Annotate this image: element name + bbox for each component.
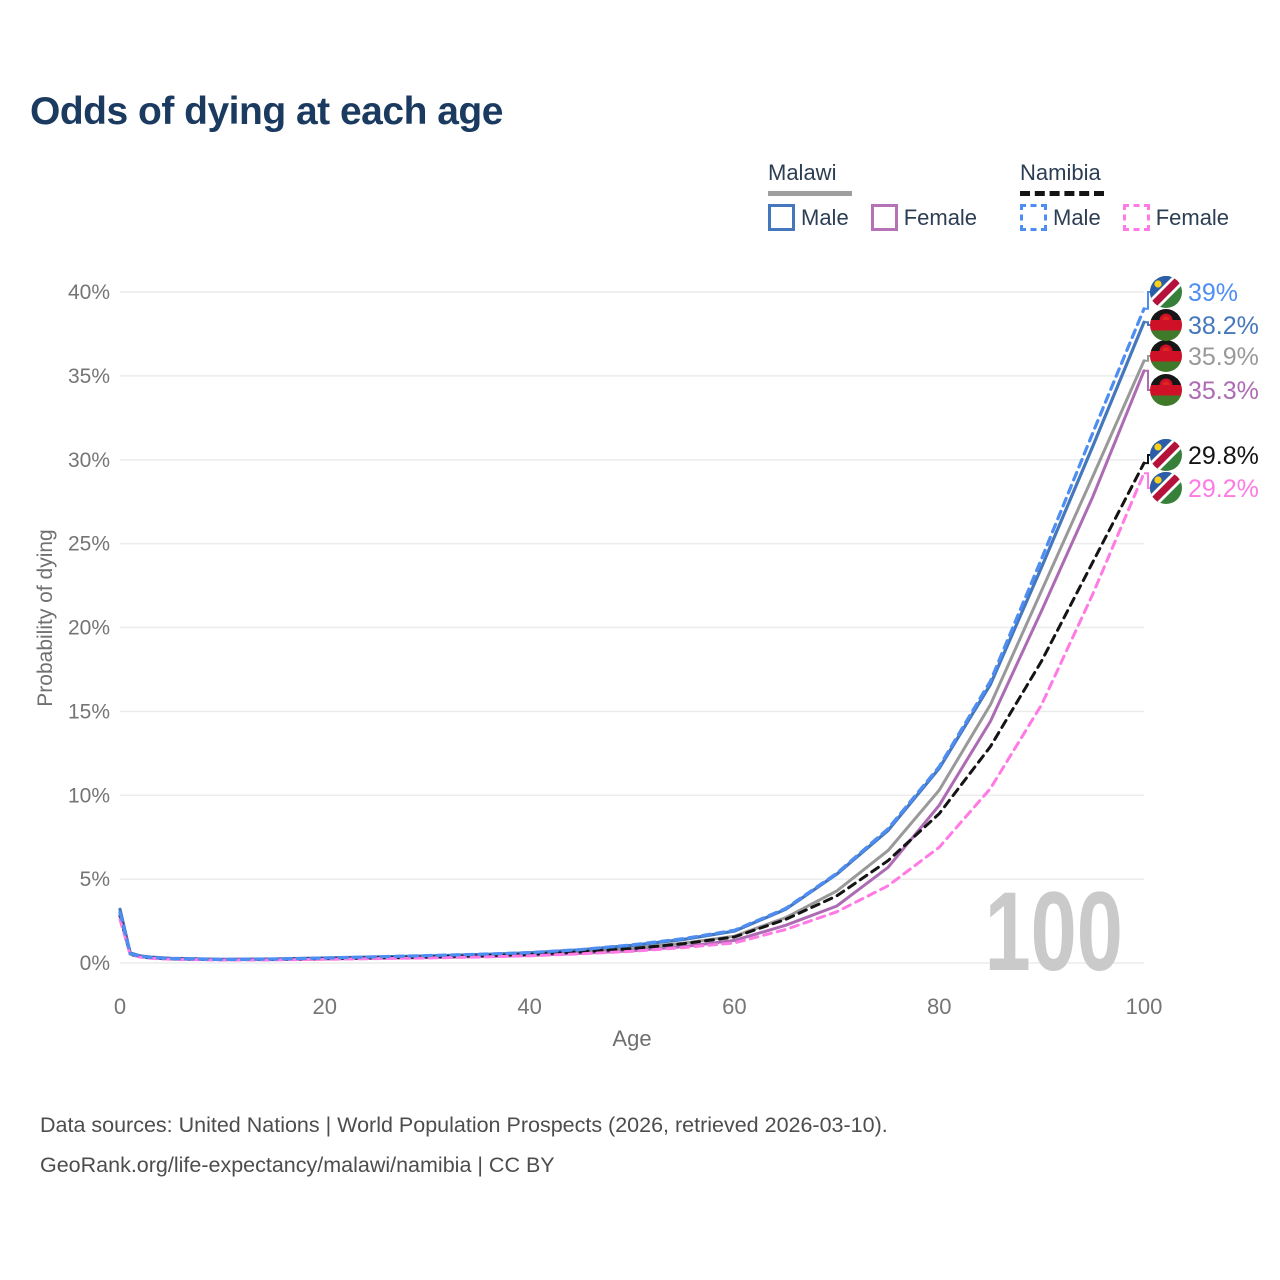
x-axis-tick-labels: 0 20 40 60 80 100 (114, 994, 1162, 1019)
x-tick-label: 0 (114, 994, 126, 1019)
x-axis-title: Age (612, 1026, 652, 1051)
legend-item-namibia-male[interactable]: Male (1020, 204, 1101, 231)
legend-label-malawi-male: Male (801, 204, 849, 230)
footer-attribution: GeoRank.org/life-expectancy/malawi/namib… (40, 1152, 555, 1177)
malawi-flag-icon (1150, 374, 1182, 406)
curve-namibia-female (118, 471, 1146, 962)
series-end-labels: 35.9% 35.3% 38.2% 29.8% 29.2% 39% (1144, 276, 1259, 513)
y-axis-tick-labels: 0% 5% 10% 15% 20% 25% 30% 35% 40% (68, 281, 110, 975)
y-tick-label: 40% (68, 281, 110, 304)
legend-group-namibia: Namibia Male Female (1020, 160, 1229, 231)
curve-namibia-male (118, 307, 1146, 962)
legend-label-namibia-female: Female (1155, 204, 1230, 230)
age-counter-watermark: 100 (984, 869, 1123, 995)
legend-item-malawi-male[interactable]: Male (768, 204, 849, 231)
end-label-value-malawi-male: 38.2% (1188, 312, 1259, 340)
legend-label-namibia-male: Male (1053, 204, 1101, 230)
page-title: Odds of dying at each age (30, 90, 503, 133)
legend-swatch-namibia-male[interactable] (1020, 204, 1047, 231)
curve-malawi-male (118, 320, 1146, 961)
legend-group-malawi: Malawi Male Female (768, 160, 977, 231)
legend-label-malawi-female: Female (903, 204, 978, 230)
y-tick-label: 15% (68, 700, 110, 723)
end-label-value-namibia-overall: 29.8% (1188, 442, 1259, 470)
x-tick-label: 60 (722, 994, 746, 1019)
y-tick-label: 0% (80, 952, 110, 975)
x-tick-label: 20 (313, 994, 337, 1019)
malawi-flag-icon (1150, 340, 1182, 372)
y-tick-label: 25% (68, 533, 110, 556)
y-tick-label: 10% (68, 784, 110, 807)
namibia-flag-icon (1150, 472, 1191, 513)
legend-item-malawi-female[interactable]: Female (870, 204, 978, 231)
y-axis-title: Probability of dying (34, 529, 57, 707)
footer-data-sources: Data sources: United Nations | World Pop… (40, 1113, 888, 1137)
x-tick-label: 80 (927, 994, 951, 1019)
y-tick-label: 5% (80, 868, 110, 891)
legend-title-malawi: Malawi (768, 160, 852, 196)
legend-item-namibia-female[interactable]: Female (1122, 204, 1230, 231)
legend-swatch-malawi-female[interactable] (870, 204, 898, 231)
end-label-value-malawi-female: 35.3% (1188, 377, 1259, 405)
malawi-flag-icon (1150, 309, 1182, 341)
gridlines (120, 291, 1144, 964)
y-tick-label: 35% (68, 365, 110, 388)
x-tick-label: 40 (517, 994, 541, 1019)
legend-title-namibia: Namibia (1020, 160, 1104, 196)
legend-swatch-namibia-female[interactable] (1122, 204, 1150, 231)
end-label-value-namibia-female: 29.2% (1188, 475, 1259, 503)
y-tick-label: 30% (68, 449, 110, 472)
end-label-value-malawi-overall: 35.9% (1188, 343, 1259, 371)
curves (118, 307, 1146, 962)
x-tick-label: 100 (1126, 994, 1163, 1019)
end-label-value-namibia-male: 39% (1188, 279, 1238, 307)
footer: Data sources: United Nations | World Pop… (40, 1106, 888, 1186)
y-tick-label: 20% (68, 617, 110, 640)
legend-swatch-malawi-male[interactable] (768, 204, 795, 231)
